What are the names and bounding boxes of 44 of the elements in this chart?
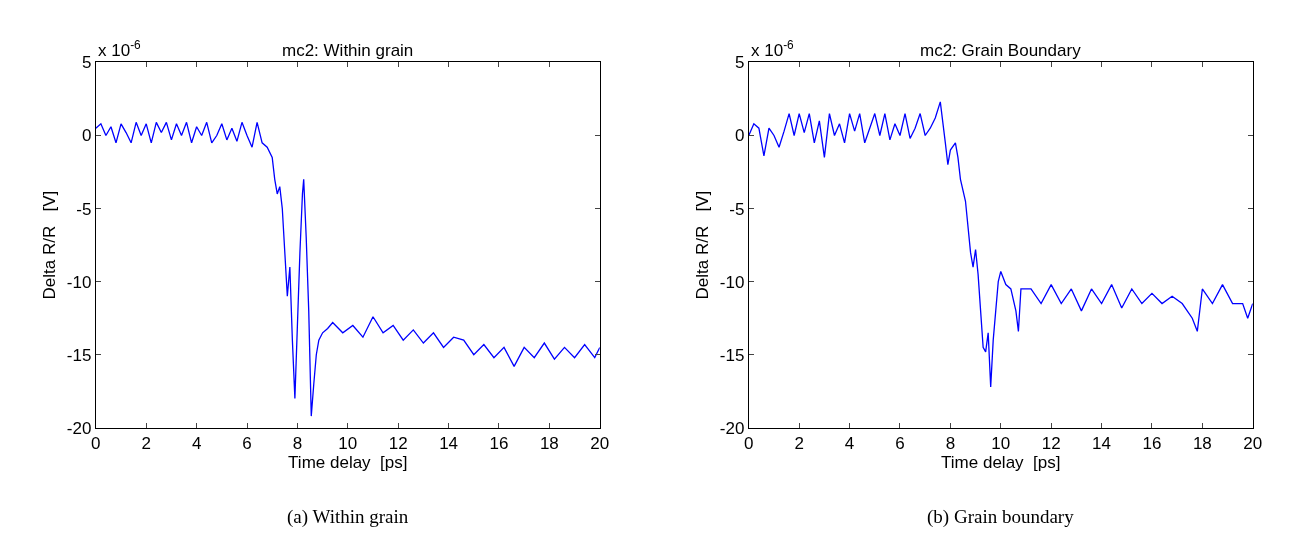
x-tick-label: 10	[338, 434, 358, 454]
x-axis-title: Time delay [ps]	[288, 453, 408, 473]
y-tick-label: 0	[734, 126, 745, 146]
x-tick-label: 18	[539, 434, 559, 454]
line-series	[95, 121, 600, 417]
text: x 10$^{-6}$	[98, 38, 142, 61]
y-tick-label: -20	[719, 418, 745, 438]
x-tick-label: 16	[489, 434, 509, 454]
x-tick-label: 20	[1243, 434, 1263, 454]
x-tick-label: 2	[794, 434, 804, 454]
x-tick-label: 4	[191, 434, 202, 454]
x-tick-label: 8	[945, 434, 956, 454]
x-tick-label: 18	[1192, 434, 1212, 454]
x-tick-label: 6	[895, 434, 905, 454]
y-tick-label: -15	[66, 345, 92, 365]
chart-title: mc2: Grain Boundary	[920, 41, 1082, 60]
y-tick-label: -10	[719, 272, 745, 292]
x-tick-label: 12	[1041, 434, 1061, 454]
x-tick-label: 6	[242, 434, 252, 454]
y-tick-label: 5	[734, 53, 745, 73]
x-tick-label: 20	[590, 434, 610, 454]
y-tick-label: -20	[66, 418, 92, 438]
y-axis-title: Delta R/R [V]	[40, 190, 60, 300]
y-axis-title: Delta R/R [V]	[693, 190, 713, 300]
line-series	[748, 101, 1253, 388]
y-tick-label: -10	[66, 272, 92, 292]
x-tick-label: 14	[1092, 434, 1112, 454]
x-tick-label: 14	[439, 434, 459, 454]
y-tick-label: -5	[76, 199, 92, 219]
x-axis-title: Time delay [ps]	[941, 453, 1061, 473]
y-tick-label: 5	[81, 53, 92, 73]
y-tick-label: 0	[81, 126, 92, 146]
x-tick-label: 16	[1142, 434, 1162, 454]
x-tick-label: 8	[292, 434, 303, 454]
y-tick-label: -15	[719, 345, 745, 365]
text: (a) Within grain	[287, 506, 409, 528]
text: (b) Grain boundary	[927, 506, 1075, 528]
x-tick-label: 4	[844, 434, 855, 454]
x-tick-label: 12	[388, 434, 408, 454]
x-tick-label: 2	[141, 434, 151, 454]
text: x 10$^{-6}$	[751, 38, 795, 61]
x-tick-label: 10	[991, 434, 1011, 454]
y-tick-label: -5	[729, 199, 745, 219]
chart-title: mc2: Within grain	[282, 41, 414, 60]
